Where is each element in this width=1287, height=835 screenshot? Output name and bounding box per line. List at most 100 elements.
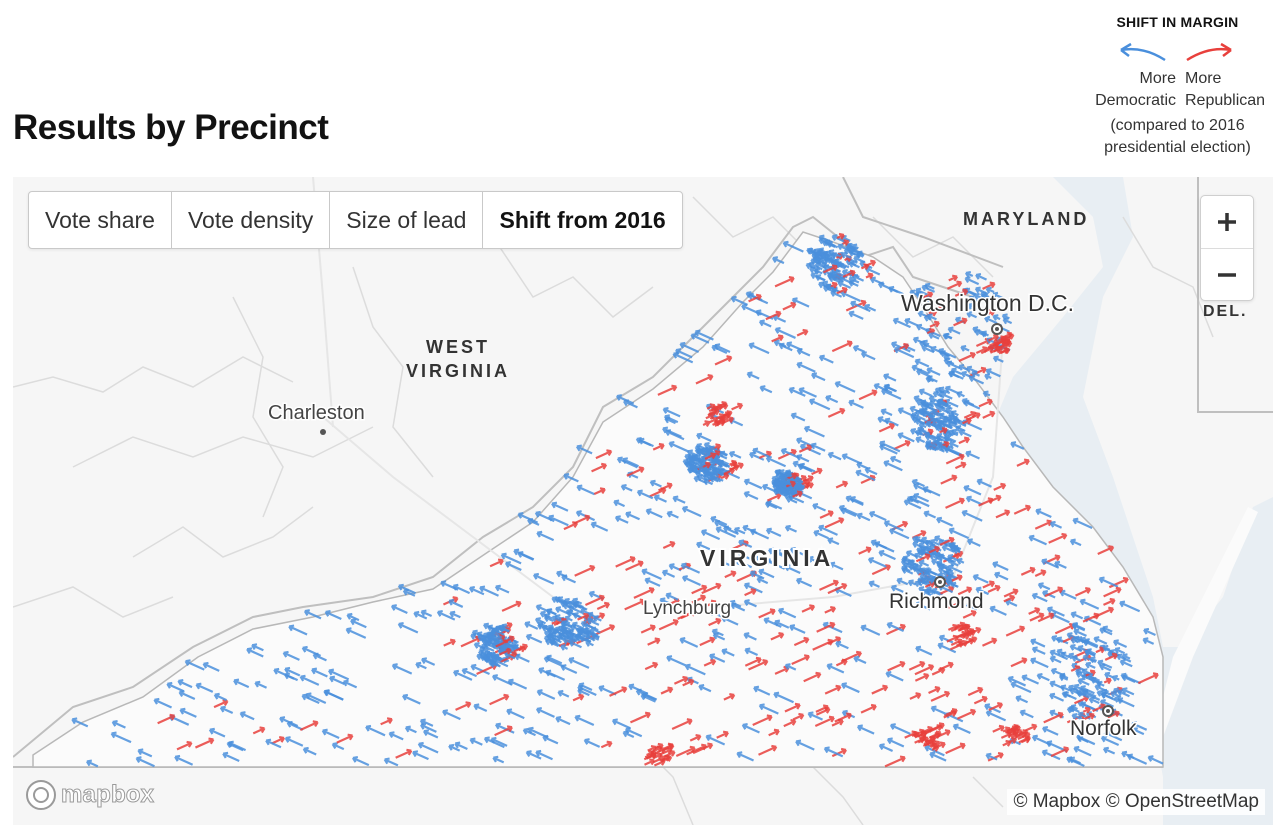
dem-shift-arrow: [649, 479, 662, 488]
dem-shift-arrow: [912, 336, 923, 344]
dem-shift-arrow: [834, 380, 856, 393]
dem-shift-arrow: [560, 643, 569, 651]
rep-shift-arrow: [661, 743, 675, 752]
rep-shift-arrow: [827, 582, 848, 595]
rep-shift-arrow: [771, 334, 784, 343]
dem-shift-arrow: [1143, 627, 1156, 636]
dem-shift-arrow: [759, 385, 773, 394]
rep-shift-arrow: [988, 494, 1002, 503]
rep-shift-arrow: [704, 452, 717, 460]
rep-shift-arrow: [699, 599, 717, 610]
dem-shift-arrow: [202, 661, 220, 672]
dem-shift-arrow: [1054, 560, 1067, 569]
dem-shift-arrow: [1077, 735, 1089, 743]
map-attribution[interactable]: © Mapbox © OpenStreetMap: [1007, 789, 1265, 815]
rep-shift-arrow: [914, 664, 935, 676]
dem-shift-arrow: [992, 561, 1009, 571]
rep-shift-arrow: [784, 702, 801, 713]
dem-shift-arrow: [985, 752, 998, 761]
dem-shift-arrow: [555, 570, 568, 579]
dem-shift-arrow: [1079, 598, 1100, 610]
dem-shift-arrow: [1103, 730, 1123, 742]
dem-shift-arrow: [452, 669, 473, 681]
dem-shift-arrow: [254, 680, 268, 689]
rep-shift-arrow: [1075, 587, 1092, 597]
map-canvas[interactable]: MARYLAND WEST VIRGINIA VIRGINIA DEL. Was…: [13, 177, 1273, 825]
precinct-map[interactable]: MARYLAND WEST VIRGINIA VIRGINIA DEL. Was…: [13, 177, 1273, 825]
dem-shift-arrow: [111, 719, 126, 729]
zoom-in-button[interactable]: [1201, 196, 1253, 248]
dem-shift-arrow: [282, 650, 300, 661]
dem-shift-arrow: [743, 478, 763, 490]
tab-vote-share[interactable]: Vote share: [29, 192, 172, 248]
dem-shift-arrow: [934, 387, 947, 395]
rep-shift-arrow: [1137, 672, 1159, 685]
rep-shift-arrow: [831, 747, 847, 758]
rep-shift-arrow: [946, 634, 959, 643]
dem-shift-arrow: [1096, 689, 1106, 697]
tab-vote-density[interactable]: Vote density: [172, 192, 331, 248]
rep-shift-arrow: [939, 536, 955, 546]
dem-shift-arrow: [879, 440, 901, 453]
dem-shift-arrow: [773, 479, 786, 488]
dem-shift-arrow: [696, 432, 712, 443]
dem-shift-arrow: [780, 447, 800, 459]
dem-shift-arrow: [756, 576, 769, 585]
dem-shift-arrow: [840, 682, 860, 694]
dem-shift-arrow: [350, 618, 367, 629]
rep-shift-arrow: [1103, 597, 1116, 606]
dem-shift-arrow: [535, 749, 553, 761]
rep-shift-arrow: [633, 586, 655, 599]
mapbox-logo[interactable]: mapbox: [25, 779, 155, 811]
dem-shift-arrow: [85, 759, 99, 768]
dem-shift-arrow: [560, 623, 574, 632]
tab-size-of-lead[interactable]: Size of lead: [330, 192, 484, 248]
dem-shift-arrow: [473, 703, 488, 712]
dem-shift-arrow: [1030, 638, 1046, 648]
dem-shift-arrow: [878, 743, 894, 752]
rep-shift-arrow: [865, 272, 874, 280]
dem-shift-arrow: [794, 483, 805, 491]
dem-shift-arrow: [808, 261, 823, 271]
dem-shift-arrow: [506, 708, 525, 720]
rep-shift-arrow: [1003, 588, 1019, 598]
rep-shift-arrow: [577, 612, 590, 621]
dem-shift-arrow: [713, 456, 730, 466]
rep-shift-arrow: [774, 276, 795, 288]
dem-shift-arrow: [666, 655, 687, 667]
dem-shift-arrow: [555, 715, 571, 726]
dem-shift-arrow: [1046, 606, 1065, 617]
rep-shift-arrow: [982, 580, 996, 589]
tab-shift-from-2016[interactable]: Shift from 2016: [499, 207, 666, 233]
dem-shift-arrow: [924, 282, 935, 290]
dem-shift-arrow: [948, 527, 970, 540]
dem-shift-arrow: [679, 341, 700, 353]
rep-shift-arrow: [584, 594, 606, 606]
dem-shift-arrow: [709, 609, 725, 619]
dem-shift-arrow: [490, 736, 508, 747]
rep-shift-arrow: [954, 288, 969, 297]
dem-shift-arrow: [1093, 636, 1108, 645]
dem-shift-arrow: [351, 755, 370, 767]
dem-shift-arrow: [284, 666, 301, 677]
rep-shift-arrow: [593, 487, 606, 495]
dem-shift-arrow: [284, 672, 299, 682]
dem-shift-arrow: [840, 251, 852, 259]
dem-shift-arrow: [993, 571, 1009, 581]
rep-shift-arrow: [922, 291, 934, 299]
dem-shift-arrow: [681, 575, 701, 587]
dem-shift-arrow: [1131, 727, 1145, 736]
dem-shift-arrow: [137, 748, 153, 758]
dem-shift-arrow: [442, 709, 461, 721]
dem-shift-arrow: [284, 736, 304, 747]
rep-shift-arrow: [503, 635, 516, 643]
rep-shift-arrow: [1008, 737, 1018, 744]
dem-shift-arrow: [1117, 689, 1130, 698]
dem-shift-arrow: [952, 723, 971, 735]
dem-shift-arrow: [880, 408, 893, 417]
dem-shift-arrow: [666, 510, 679, 519]
zoom-out-button[interactable]: [1201, 248, 1253, 301]
dem-shift-arrow: [580, 620, 594, 629]
dem-shift-arrow: [886, 737, 905, 748]
rep-shift-arrow: [573, 514, 591, 525]
